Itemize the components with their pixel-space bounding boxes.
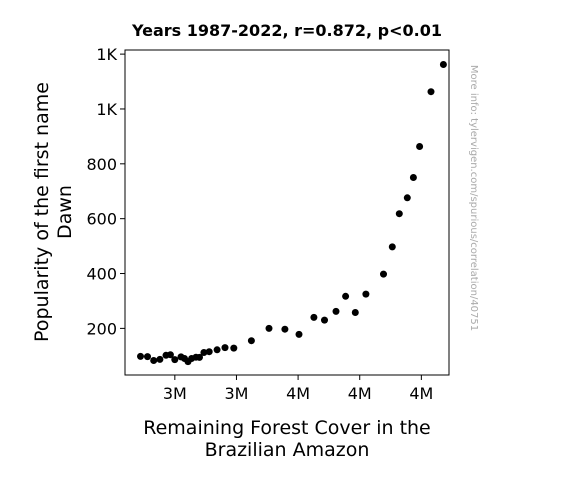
data-point-33 bbox=[416, 143, 424, 150]
data-point-32 bbox=[409, 174, 417, 181]
data-point-13 bbox=[200, 349, 208, 356]
data-point-5 bbox=[166, 351, 174, 359]
x-tick-label-4: 4M bbox=[409, 384, 433, 403]
y-axis-label-line-1: Popularity of the first name bbox=[31, 82, 53, 342]
data-point-29 bbox=[388, 243, 396, 251]
x-tick-label-3: 4M bbox=[348, 384, 372, 403]
data-point-6 bbox=[171, 356, 179, 364]
data-point-27 bbox=[362, 290, 370, 298]
x-tick-label-0: 3M bbox=[163, 384, 187, 403]
x-tick-label-1: 3M bbox=[224, 384, 248, 403]
data-point-0 bbox=[137, 352, 144, 360]
data-point-28 bbox=[380, 270, 387, 278]
data-point-26 bbox=[351, 309, 359, 316]
data-point-16 bbox=[221, 344, 229, 352]
data-point-35 bbox=[439, 61, 447, 68]
data-point-20 bbox=[281, 325, 289, 333]
data-point-30 bbox=[395, 210, 403, 218]
data-point-3 bbox=[156, 355, 164, 363]
data-point-34 bbox=[427, 88, 435, 96]
data-point-21 bbox=[295, 330, 303, 338]
y-axis-label-line-2: Dawn bbox=[54, 185, 76, 239]
data-point-14 bbox=[205, 348, 213, 356]
data-point-25 bbox=[342, 292, 350, 300]
data-point-31 bbox=[403, 194, 411, 202]
y-tick-label-4: 1K bbox=[96, 100, 117, 119]
plot-area bbox=[124, 49, 450, 376]
data-point-17 bbox=[230, 344, 238, 352]
data-point-12 bbox=[196, 353, 203, 361]
chart-title: Years 1987-2022, r=0.872, p<0.01 bbox=[131, 21, 442, 40]
x-axis-label-line-2: Brazilian Amazon bbox=[205, 439, 370, 461]
data-point-2 bbox=[150, 357, 158, 364]
y-tick-label-1: 400 bbox=[86, 265, 117, 284]
y-tick-label-0: 200 bbox=[86, 319, 117, 338]
source-watermark: More info: tylervigen.com/spurious/corre… bbox=[468, 65, 479, 331]
data-point-1 bbox=[144, 353, 151, 361]
data-point-15 bbox=[213, 346, 221, 354]
data-point-22 bbox=[310, 313, 318, 321]
data-points bbox=[137, 61, 447, 366]
x-axis-ticks: 3M 3M 4M 4M 4M bbox=[163, 375, 433, 403]
data-point-19 bbox=[265, 324, 273, 332]
data-point-24 bbox=[332, 307, 340, 315]
y-tick-label-5: 1K bbox=[96, 45, 117, 64]
y-tick-label-3: 800 bbox=[86, 155, 117, 174]
data-point-23 bbox=[321, 316, 328, 324]
y-axis-ticks: 200 400 600 800 1K 1K bbox=[86, 45, 125, 338]
x-tick-label-2: 4M bbox=[286, 384, 310, 403]
y-tick-label-2: 600 bbox=[86, 210, 117, 229]
x-axis-label-line-1: Remaining Forest Cover in the bbox=[143, 417, 431, 439]
data-point-18 bbox=[247, 337, 255, 345]
